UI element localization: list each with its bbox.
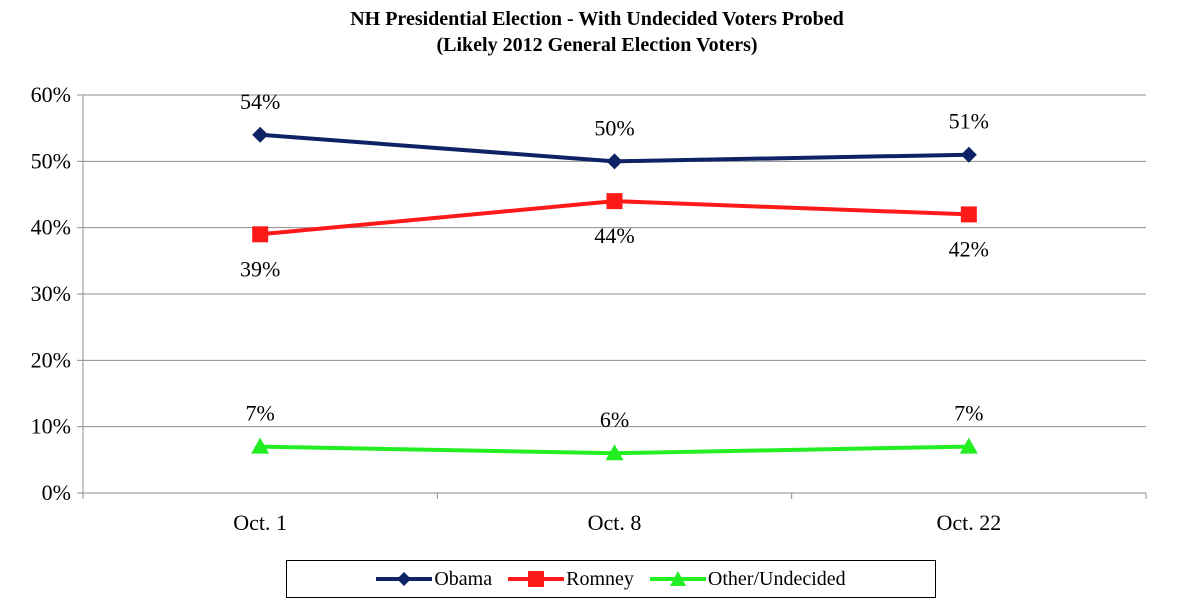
point-obama: [606, 153, 623, 170]
y-tick-label: 30%: [31, 281, 71, 306]
legend-label-romney: Romney: [566, 567, 634, 590]
data-label-other-undecided: 7%: [246, 401, 275, 426]
legend-item-other-undecided: Other/Undecided: [649, 567, 846, 591]
point-romney: [606, 193, 623, 210]
legend-swatch-other-undecided: [649, 569, 706, 589]
point-obama: [252, 126, 269, 143]
point-other-undecided: [605, 444, 624, 461]
data-label-other-undecided: 6%: [600, 407, 629, 432]
data-label-romney: 42%: [949, 236, 989, 261]
x-tick-label: Oct. 22: [936, 510, 1001, 535]
data-label-obama: 50%: [594, 115, 634, 140]
chart-subtitle: (Likely 2012 General Election Voters): [436, 34, 758, 56]
y-tick-label: 60%: [31, 82, 71, 107]
x-tick-label: Oct. 8: [588, 510, 642, 535]
chart-legend: Obama Romney Other/Undecided: [286, 560, 936, 598]
legend-item-romney: Romney: [508, 568, 634, 591]
data-label-romney: 44%: [594, 223, 634, 248]
point-romney: [252, 226, 269, 243]
line-chart: 0% 10% 20% 30% 40% 50% 60% Oct. 1 Oct. 8 Oct. 22 5…: [31, 82, 1147, 535]
point-other-undecided: [251, 437, 270, 454]
point-romney: [960, 206, 977, 223]
data-label-obama: 54%: [240, 89, 280, 114]
legend-swatch-obama: [376, 569, 433, 589]
y-tick-label: 0%: [42, 480, 71, 505]
point-other-undecided: [959, 437, 978, 454]
chart-title: NH Presidential Election - With Undecide…: [350, 8, 844, 30]
y-tick-label: 40%: [31, 215, 71, 240]
data-label-other-undecided: 7%: [954, 401, 983, 426]
data-label-obama: 51%: [949, 109, 989, 134]
legend-swatch-romney: [508, 569, 565, 589]
x-tick-label: Oct. 1: [233, 510, 287, 535]
y-tick-label: 10%: [31, 414, 71, 439]
y-tick-label: 20%: [31, 347, 71, 372]
legend-label-other-undecided: Other/Undecided: [707, 567, 846, 590]
data-label-romney: 39%: [240, 256, 280, 281]
point-obama: [960, 146, 977, 163]
legend-label-obama: Obama: [434, 567, 493, 590]
y-tick-label: 50%: [31, 148, 71, 173]
legend-item-obama: Obama: [376, 568, 492, 591]
